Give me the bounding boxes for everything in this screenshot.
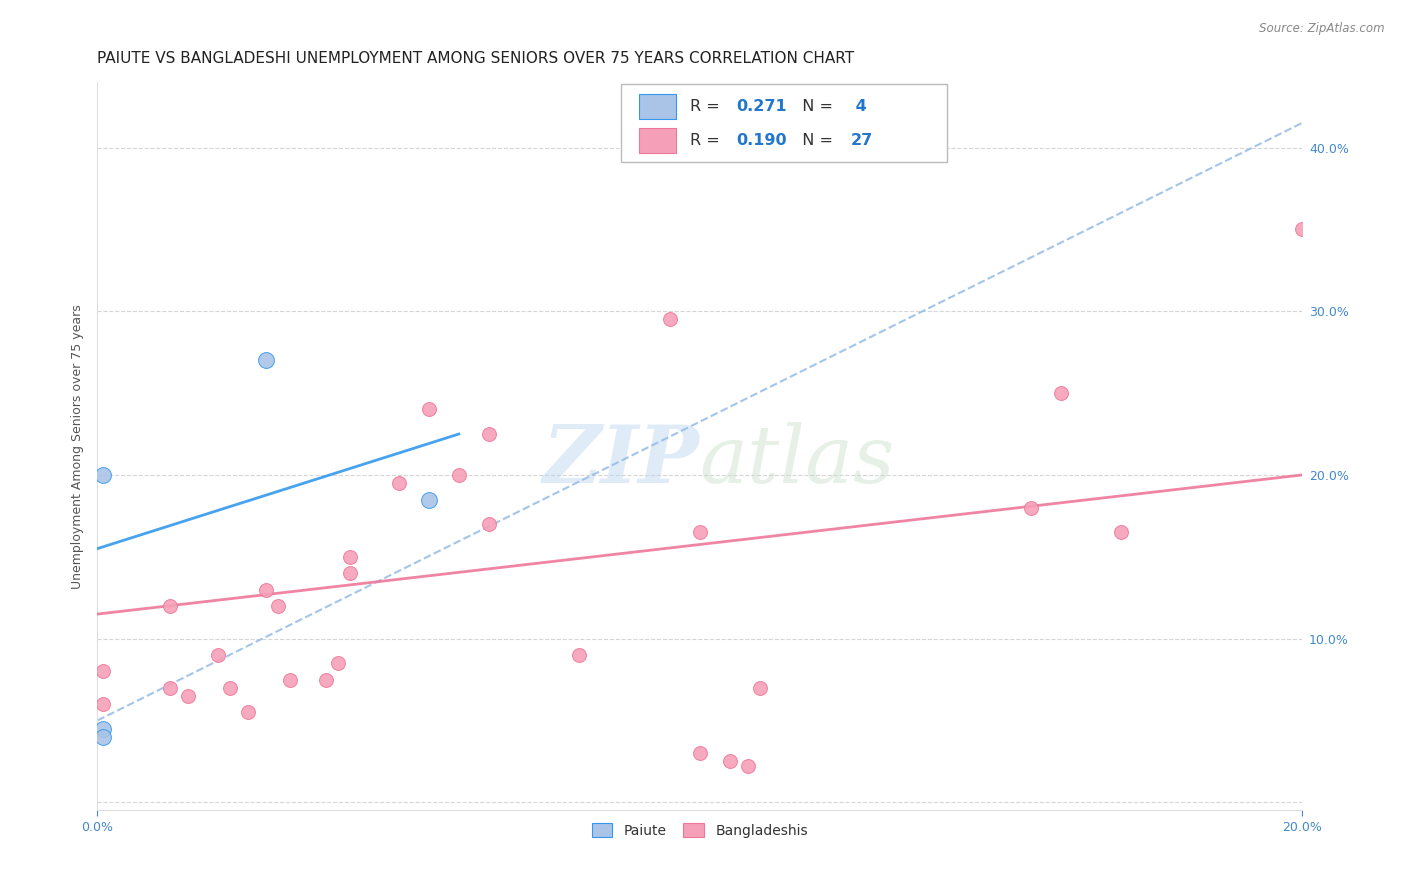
Point <box>387 476 409 491</box>
Point <box>447 467 470 482</box>
Point <box>93 665 115 679</box>
Point <box>254 353 277 368</box>
Text: N =: N = <box>793 133 838 148</box>
Y-axis label: Unemployment Among Seniors over 75 years: Unemployment Among Seniors over 75 years <box>72 304 84 589</box>
Point <box>93 697 115 711</box>
Point <box>478 517 501 532</box>
Text: atlas: atlas <box>700 422 896 500</box>
Point <box>254 582 277 597</box>
Legend: Paiute, Bangladeshis: Paiute, Bangladeshis <box>586 818 813 844</box>
Point <box>568 648 591 662</box>
Text: 0.271: 0.271 <box>735 99 786 114</box>
FancyBboxPatch shape <box>640 94 676 119</box>
Point <box>689 525 711 540</box>
Point <box>418 492 440 507</box>
Point <box>93 730 115 744</box>
Point <box>749 681 772 695</box>
Text: 0.190: 0.190 <box>735 133 786 148</box>
Point <box>478 427 501 442</box>
Point <box>159 681 181 695</box>
Point <box>315 673 337 687</box>
Text: ZIP: ZIP <box>543 422 700 500</box>
Text: 4: 4 <box>851 99 868 114</box>
Point <box>339 566 361 581</box>
Point <box>93 467 115 482</box>
Point <box>658 312 681 326</box>
Point <box>1050 386 1073 401</box>
Text: 27: 27 <box>851 133 873 148</box>
Point <box>177 689 200 703</box>
Text: R =: R = <box>690 99 725 114</box>
Point <box>1019 500 1042 515</box>
Point <box>278 673 301 687</box>
Point <box>339 549 361 564</box>
Point <box>236 706 259 720</box>
Point <box>159 599 181 613</box>
Point <box>418 402 440 417</box>
FancyBboxPatch shape <box>640 128 676 153</box>
Point <box>689 746 711 760</box>
Point <box>267 599 290 613</box>
Text: R =: R = <box>690 133 725 148</box>
Text: N =: N = <box>793 99 838 114</box>
Point <box>1111 525 1133 540</box>
Point <box>737 759 759 773</box>
Point <box>219 681 242 695</box>
Text: PAIUTE VS BANGLADESHI UNEMPLOYMENT AMONG SENIORS OVER 75 YEARS CORRELATION CHART: PAIUTE VS BANGLADESHI UNEMPLOYMENT AMONG… <box>97 51 855 66</box>
Point <box>207 648 229 662</box>
FancyBboxPatch shape <box>621 84 946 162</box>
Point <box>93 722 115 736</box>
Point <box>328 656 350 670</box>
Point <box>1291 222 1313 236</box>
Point <box>718 755 741 769</box>
Text: Source: ZipAtlas.com: Source: ZipAtlas.com <box>1260 22 1385 36</box>
